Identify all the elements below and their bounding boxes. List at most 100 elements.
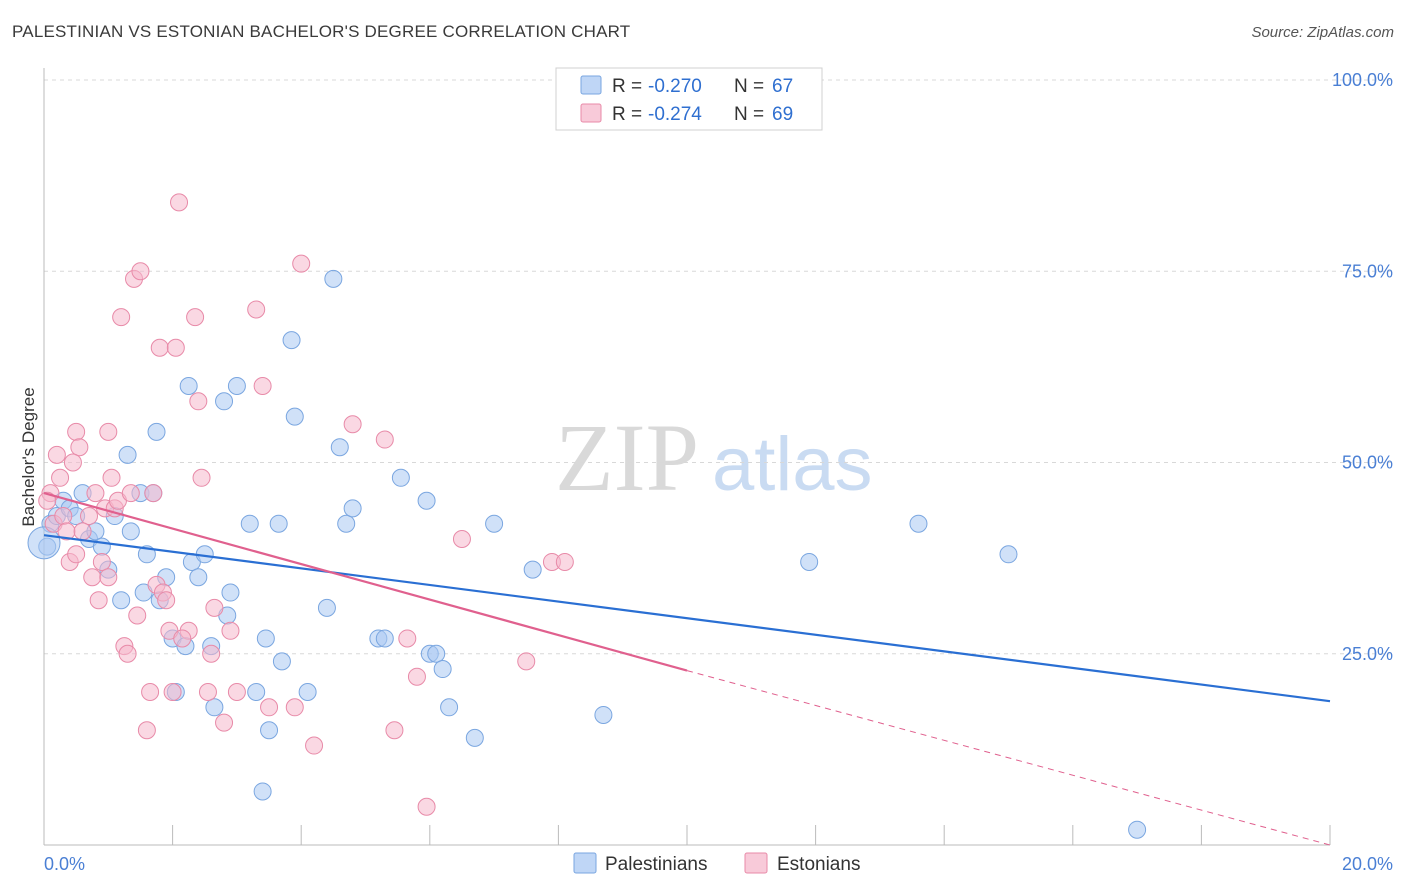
x-tick-label: 20.0%: [1342, 854, 1393, 874]
data-point-estonians: [192, 468, 211, 487]
data-point-estonians: [375, 430, 394, 449]
data-point-palestinians: [337, 514, 356, 533]
data-point-estonians: [170, 193, 189, 212]
data-point-palestinians: [282, 331, 301, 350]
y-tick-labels: 100.0% 75.0% 50.0% 25.0%: [1332, 70, 1393, 664]
data-point-palestinians: [121, 522, 140, 541]
data-point-palestinians: [247, 683, 266, 701]
legend-n-value: 69: [772, 104, 793, 125]
data-point-palestinians: [800, 552, 819, 571]
data-point-estonians: [54, 507, 73, 526]
data-point-estonians: [517, 652, 536, 671]
data-point-estonians: [555, 552, 574, 571]
data-point-estonians: [70, 438, 89, 457]
data-point-palestinians: [253, 782, 272, 801]
data-point-estonians: [398, 629, 417, 648]
legend-r-label: R =: [612, 76, 642, 97]
bottom-legend: Palestinians Estonians: [573, 852, 860, 875]
data-point-palestinians: [27, 526, 61, 560]
data-point-palestinians: [112, 591, 131, 610]
data-point-estonians: [198, 683, 217, 701]
y-tick-label: 50.0%: [1342, 453, 1393, 473]
data-point-estonians: [80, 507, 99, 526]
legend-n-label: N =: [734, 76, 764, 97]
data-point-estonians: [247, 300, 266, 319]
data-point-palestinians: [343, 499, 362, 518]
y-tick-label: 75.0%: [1342, 261, 1393, 281]
data-point-estonians: [67, 422, 86, 441]
trend-lines: [43, 492, 1331, 846]
data-point-estonians: [157, 591, 176, 610]
data-point-palestinians: [298, 683, 317, 701]
data-point-palestinians: [375, 629, 394, 648]
data-point-estonians: [221, 621, 240, 640]
legend-r-label: R =: [612, 104, 642, 125]
data-point-palestinians: [256, 629, 275, 648]
trend-line-estonians: [43, 492, 688, 672]
data-point-estonians: [63, 453, 82, 472]
legend-swatch-palestinians: [580, 75, 602, 95]
data-point-estonians: [118, 644, 137, 663]
data-point-estonians: [73, 522, 92, 541]
data-point-palestinians: [179, 377, 198, 395]
data-point-palestinians: [324, 269, 343, 288]
data-point-palestinians: [523, 560, 542, 579]
data-point-palestinians: [118, 445, 137, 464]
data-point-palestinians: [215, 392, 234, 411]
data-point-estonians: [150, 338, 169, 357]
data-point-estonians: [407, 667, 426, 686]
bottom-legend-estonians: Estonians: [777, 854, 860, 875]
data-point-palestinians: [594, 705, 613, 724]
data-point-palestinians: [391, 468, 410, 487]
data-point-estonians: [202, 644, 221, 663]
data-point-estonians: [99, 568, 118, 587]
data-point-estonians: [305, 736, 324, 755]
data-point-estonians: [173, 629, 192, 648]
axes: [43, 68, 1331, 846]
data-point-palestinians: [205, 698, 224, 717]
data-point-estonians: [186, 308, 205, 327]
data-point-estonians: [215, 713, 234, 732]
data-point-palestinians: [485, 514, 504, 533]
data-point-estonians: [417, 797, 436, 816]
data-point-estonians: [92, 552, 111, 571]
legend-swatch-estonians: [580, 103, 602, 123]
data-point-palestinians: [260, 721, 279, 740]
data-point-estonians: [121, 484, 140, 503]
data-point-palestinians: [999, 545, 1018, 564]
data-point-palestinians: [240, 514, 259, 533]
watermark-atlas: atlas: [712, 422, 873, 507]
data-point-estonians: [253, 377, 272, 395]
data-point-estonians: [205, 598, 224, 617]
data-point-palestinians: [92, 537, 111, 556]
data-point-estonians: [452, 530, 471, 548]
data-point-palestinians: [147, 422, 166, 441]
bottom-legend-swatch-estonians: [744, 852, 768, 874]
data-point-estonians: [47, 445, 66, 464]
legend-n-value: 67: [772, 76, 793, 97]
data-point-estonians: [141, 683, 160, 701]
data-point-estonians: [83, 568, 102, 587]
y-tick-label: 25.0%: [1342, 644, 1393, 664]
trend-line-estonians-extension: [686, 670, 1331, 846]
data-point-palestinians: [221, 583, 240, 602]
series-palestinians: [27, 269, 1147, 839]
data-point-palestinians: [272, 652, 291, 671]
data-point-palestinians: [465, 728, 484, 747]
data-point-palestinians: [227, 377, 246, 395]
data-point-estonians: [260, 698, 279, 717]
data-point-estonians: [112, 308, 131, 327]
x-tick-labels: 0.0% 20.0%: [44, 854, 1393, 874]
data-point-estonians: [144, 484, 163, 503]
data-point-estonians: [163, 683, 182, 701]
data-point-estonians: [99, 422, 118, 441]
data-point-palestinians: [909, 514, 928, 533]
chart-title: PALESTINIAN VS ESTONIAN BACHELOR'S DEGRE…: [12, 22, 631, 41]
data-point-estonians: [38, 491, 57, 510]
data-point-palestinians: [285, 407, 304, 426]
legend-r-value: -0.270: [648, 76, 702, 97]
data-point-estonians: [189, 392, 208, 411]
y-tick-label: 100.0%: [1332, 70, 1393, 90]
data-point-palestinians: [269, 514, 288, 533]
